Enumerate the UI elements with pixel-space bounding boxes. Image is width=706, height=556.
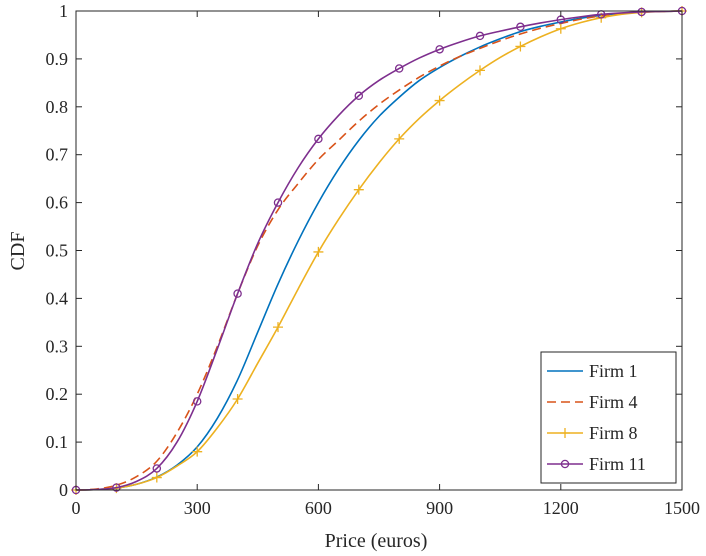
legend-label-firm-4: Firm 4: [589, 392, 638, 412]
data-point-firm-8: [313, 246, 324, 257]
x-tick-label: 600: [305, 498, 332, 518]
series-firm-4: [75, 10, 683, 491]
data-point-firm-11: [314, 134, 323, 144]
legend-label-firm-1: Firm 1: [589, 361, 638, 381]
data-point-firm-8: [151, 472, 162, 483]
data-point-firm-11: [435, 45, 444, 54]
series-line-firm-11: [75, 10, 683, 491]
x-tick-label: 300: [184, 498, 211, 518]
y-tick-label: 0.8: [46, 97, 69, 117]
y-tick-label: 0.3: [46, 336, 69, 356]
x-tick-label: 1500: [664, 498, 700, 518]
y-tick-label: 0: [59, 480, 68, 500]
data-point-firm-8: [434, 95, 445, 106]
legend-marker-firm-11: [560, 459, 570, 469]
series-firm-1: [75, 10, 683, 491]
y-tick-label: 1: [59, 1, 68, 21]
legend-label-firm-11: Firm 11: [589, 454, 646, 474]
data-point-firm-11: [152, 464, 162, 473]
data-point-firm-8: [273, 322, 283, 333]
data-point-firm-8: [475, 65, 485, 76]
data-point-firm-11: [394, 64, 404, 73]
data-point-firm-11: [233, 289, 242, 298]
data-point-firm-11: [354, 91, 364, 101]
y-tick-label: 0.2: [46, 384, 69, 404]
series-line-firm-1: [75, 10, 683, 491]
data-point-firm-11: [516, 22, 525, 32]
series-line-firm-8: [75, 10, 683, 491]
data-point-firm-8: [192, 446, 203, 457]
y-axis: 0 0.1 0.2 0.3 0.4 0.5 0.6 0.7 0.8 0.9 1: [46, 1, 682, 500]
legend: Firm 1 Firm 4 Firm 8 Firm 11: [540, 351, 677, 484]
y-tick-label: 0.1: [46, 432, 69, 452]
data-point-firm-11: [475, 31, 485, 41]
series-firm-8: [71, 6, 687, 495]
data-point-firm-8: [515, 41, 526, 52]
series-line-firm-4: [75, 10, 683, 491]
data-point-firm-11: [112, 483, 121, 492]
legend-label-firm-8: Firm 8: [589, 423, 638, 443]
data-point-firm-11: [192, 397, 202, 406]
data-point-firm-8: [232, 393, 243, 404]
data-point-firm-11: [637, 7, 646, 17]
y-tick-label: 0.6: [46, 193, 69, 213]
y-tick-label: 0.4: [46, 288, 69, 308]
data-point-firm-8: [394, 133, 405, 144]
y-tick-label: 0.5: [46, 241, 69, 261]
data-point-firm-8: [353, 184, 364, 195]
legend-marker-firm-8: [560, 428, 570, 438]
y-tick-label: 0.7: [46, 145, 69, 165]
data-point-firm-11: [273, 198, 283, 207]
x-tick-label: 0: [72, 498, 81, 518]
y-tick-label: 0.9: [46, 49, 69, 69]
y-axis-label: CDF: [7, 232, 29, 271]
x-axis-label: Price (euros): [325, 530, 428, 552]
x-tick-label: 1200: [543, 498, 579, 518]
data-point-firm-8: [555, 23, 566, 34]
x-tick-label: 900: [426, 498, 453, 518]
x-axis: 0 300 600 900 1200 1500: [72, 11, 700, 518]
plot-area: [71, 6, 687, 495]
